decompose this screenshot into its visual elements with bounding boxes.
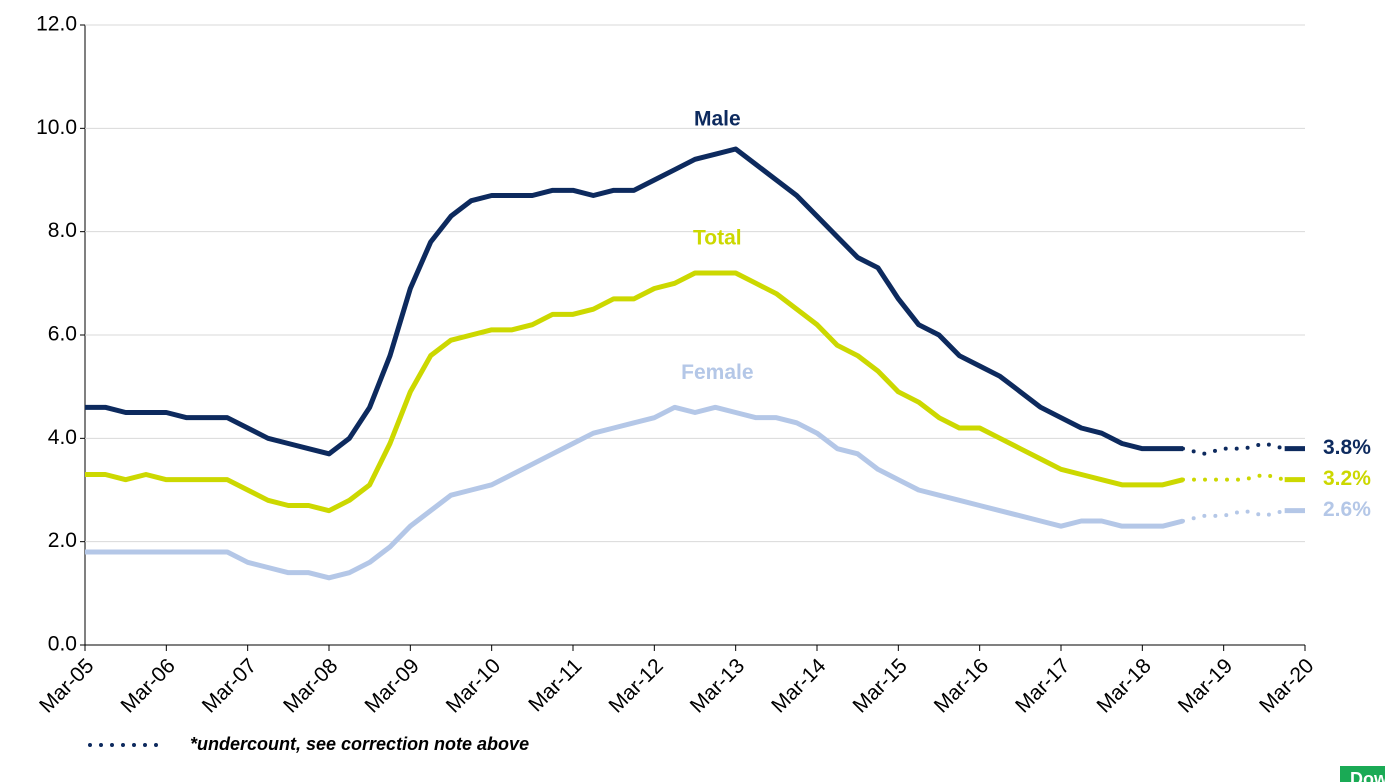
x-tick-label: Mar-12 — [604, 654, 667, 717]
y-tick-label: 12.0 — [36, 13, 77, 36]
undercount-line — [1181, 472, 1287, 482]
end-value-label: 2.6% — [1323, 498, 1371, 521]
x-tick-label: Mar-10 — [442, 654, 505, 717]
x-tick-label: Mar-07 — [198, 654, 261, 717]
x-tick-label: Mar-16 — [930, 654, 993, 717]
y-tick-label: 6.0 — [48, 323, 77, 346]
x-tick-label: Mar-13 — [686, 654, 749, 717]
x-tick-label: Mar-05 — [35, 654, 98, 717]
footnote: *undercount, see correction note above — [190, 734, 529, 754]
x-tick-label: Mar-15 — [848, 654, 911, 717]
x-tick-label: Mar-08 — [279, 654, 342, 717]
end-value-label: 3.2% — [1323, 467, 1371, 490]
x-tick-label: Mar-20 — [1255, 654, 1318, 717]
download-button-label[interactable]: Download image — [1350, 769, 1385, 782]
y-tick-label: 2.0 — [48, 529, 77, 552]
x-tick-label: Mar-19 — [1174, 654, 1237, 717]
x-tick-label: Mar-11 — [524, 654, 586, 716]
series-label: Male — [694, 108, 741, 131]
y-tick-label: 4.0 — [48, 426, 77, 449]
series-line — [85, 404, 1184, 581]
y-tick-label: 10.0 — [36, 116, 77, 139]
series-line — [85, 270, 1184, 514]
x-tick-label: Mar-06 — [116, 654, 179, 717]
series-label: Total — [693, 227, 742, 250]
x-tick-label: Mar-14 — [767, 654, 831, 718]
series-line — [85, 146, 1183, 457]
y-tick-label: 8.0 — [48, 219, 77, 242]
x-tick-label: Mar-09 — [360, 654, 423, 717]
download-button[interactable] — [1340, 766, 1385, 782]
y-tick-label: 0.0 — [48, 633, 77, 656]
x-tick-label: Mar-17 — [1011, 654, 1074, 717]
undercount-line — [1181, 508, 1287, 523]
end-value-label: 3.8% — [1323, 436, 1371, 459]
series-label: Female — [681, 361, 753, 384]
undercount-line — [1181, 441, 1287, 456]
x-tick-label: Mar-18 — [1092, 654, 1155, 717]
